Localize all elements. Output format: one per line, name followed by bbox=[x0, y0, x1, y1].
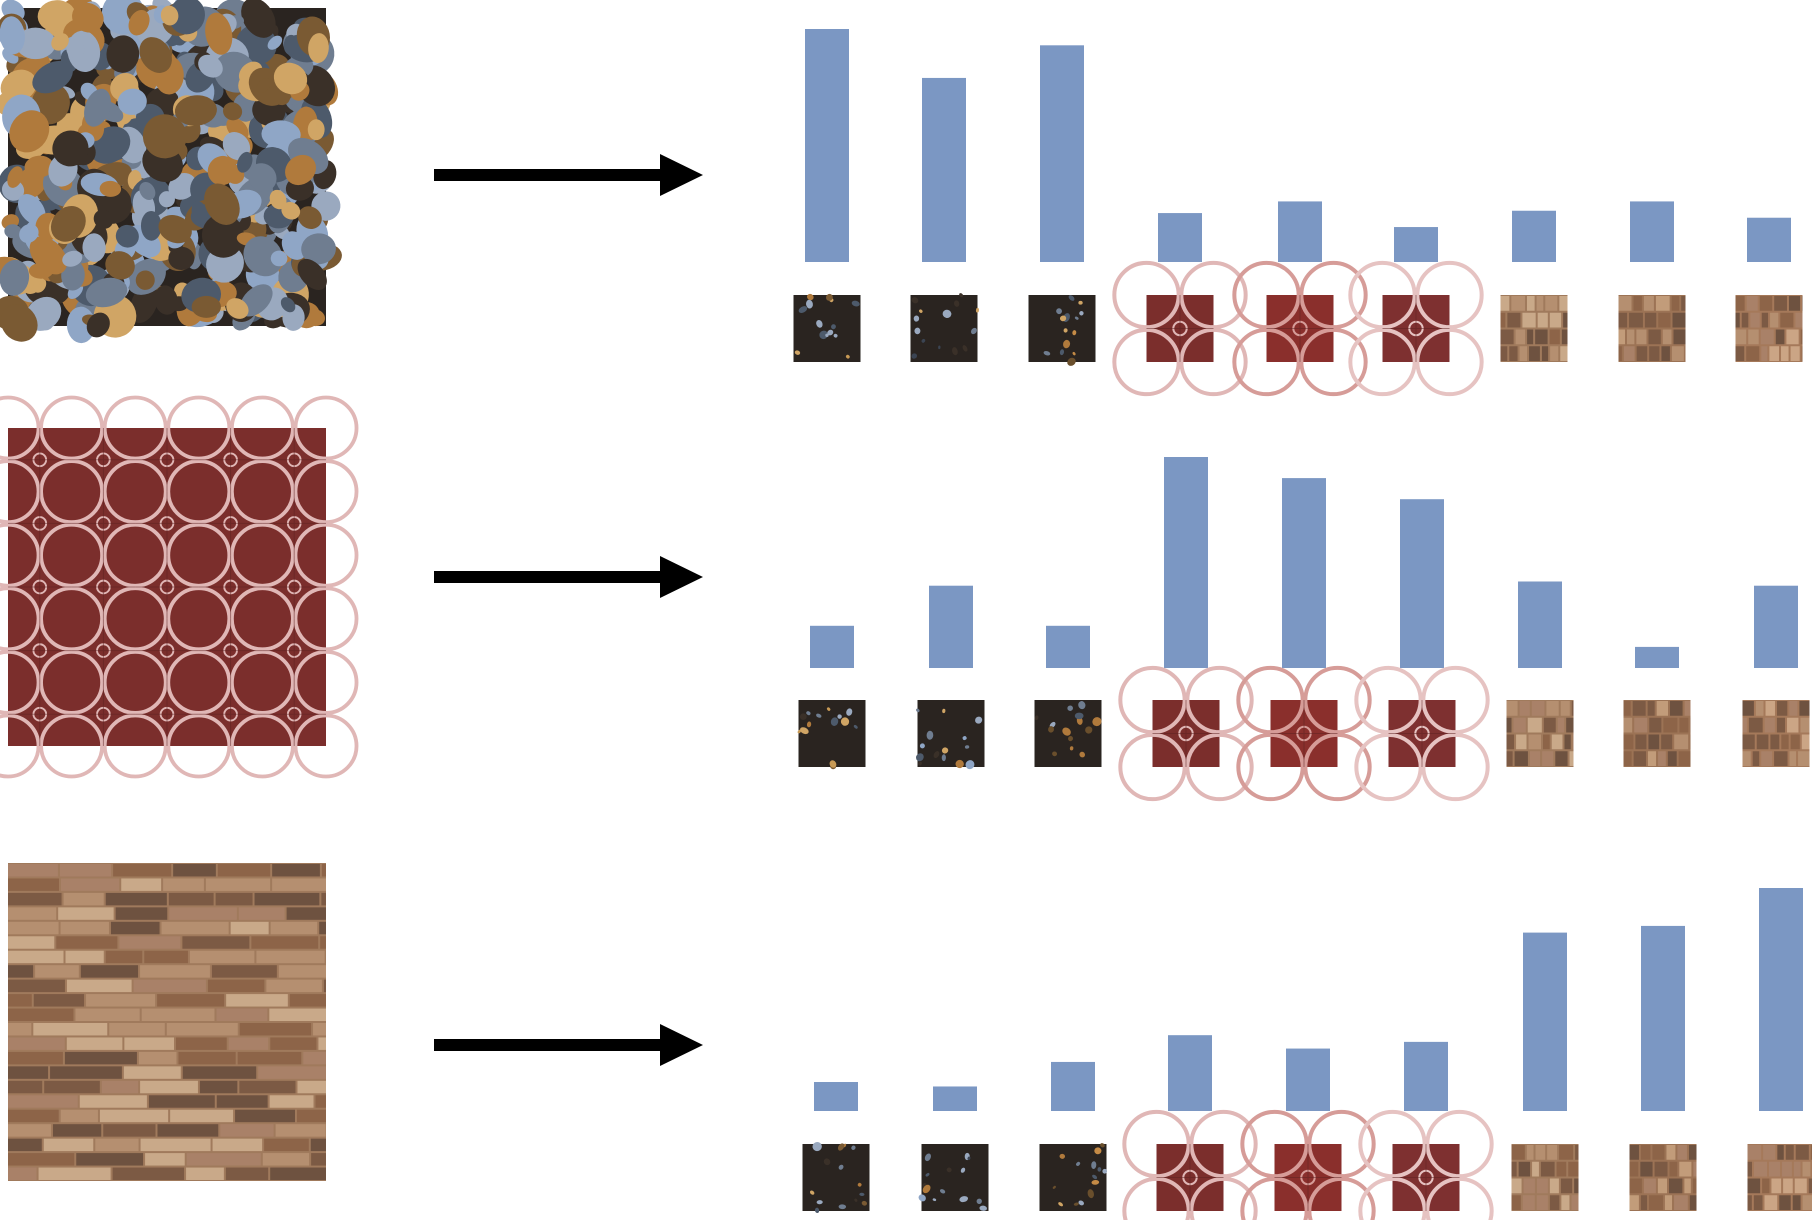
arrow-right-icon bbox=[434, 1024, 703, 1066]
bar-tile-b bbox=[1282, 478, 1326, 668]
bar-pebbles-b bbox=[933, 1086, 977, 1111]
bar-tile-a bbox=[1158, 213, 1202, 262]
category-thumbnail-brick-a bbox=[1500, 295, 1568, 362]
histogram-brick bbox=[802, 888, 1812, 1220]
histogram-pebbles bbox=[793, 29, 1803, 397]
category-thumbnail-pebbles-b bbox=[918, 1144, 989, 1211]
bar-brick-a bbox=[1512, 210, 1556, 262]
category-thumbnail-tile-a bbox=[1112, 260, 1248, 397]
category-thumbnail-brick-a bbox=[1506, 700, 1574, 767]
bar-pebbles-c bbox=[1051, 1061, 1095, 1111]
category-thumbnail-brick-b bbox=[1623, 700, 1691, 767]
category-thumbnail-brick-c bbox=[1747, 1144, 1812, 1211]
category-thumbnail-pebbles-b bbox=[916, 700, 985, 770]
bar-pebbles-a bbox=[805, 29, 849, 262]
category-thumbnail-tile-c bbox=[1354, 665, 1490, 802]
bar-brick-c bbox=[1759, 888, 1803, 1111]
source-texture-pebbles bbox=[0, 0, 342, 344]
category-thumbnail-pebbles-c bbox=[1039, 1143, 1108, 1211]
bar-tile-b bbox=[1278, 201, 1322, 262]
category-thumbnail-tile-c bbox=[1358, 1109, 1494, 1220]
arrow-right-icon bbox=[434, 556, 703, 598]
category-thumbnail-brick-b bbox=[1618, 295, 1686, 362]
source-texture-brick bbox=[8, 863, 326, 1181]
category-thumbnail-tile-a bbox=[1118, 665, 1254, 802]
bar-tile-c bbox=[1404, 1041, 1448, 1111]
category-thumbnail-brick-b bbox=[1629, 1144, 1697, 1211]
category-thumbnail-tile-b bbox=[1236, 665, 1372, 802]
bar-tile-c bbox=[1400, 499, 1444, 668]
bar-pebbles-b bbox=[922, 77, 966, 263]
category-thumbnail-brick-c bbox=[1742, 700, 1810, 767]
category-thumbnail-brick-a bbox=[1511, 1144, 1579, 1211]
category-thumbnail-pebbles-a bbox=[793, 293, 861, 362]
category-thumbnail-pebbles-c bbox=[1034, 700, 1102, 767]
bar-tile-c bbox=[1394, 227, 1438, 262]
category-thumbnail-pebbles-b bbox=[910, 293, 979, 362]
bar-brick-b bbox=[1630, 201, 1674, 262]
bar-pebbles-a bbox=[810, 625, 854, 668]
category-thumbnail-pebbles-c bbox=[1028, 295, 1096, 366]
bar-pebbles-b bbox=[929, 585, 973, 668]
category-thumbnail-brick-c bbox=[1735, 295, 1803, 362]
category-thumbnail-pebbles-a bbox=[802, 1141, 870, 1214]
bar-brick-b bbox=[1641, 925, 1685, 1111]
bar-brick-c bbox=[1747, 217, 1791, 262]
bar-brick-a bbox=[1523, 932, 1567, 1111]
bar-brick-a bbox=[1518, 581, 1562, 668]
bar-brick-b bbox=[1635, 646, 1679, 668]
source-texture-tile bbox=[0, 395, 359, 779]
bar-tile-a bbox=[1168, 1035, 1212, 1111]
bar-pebbles-a bbox=[814, 1082, 858, 1111]
bar-tile-a bbox=[1164, 457, 1208, 668]
bar-pebbles-c bbox=[1046, 625, 1090, 668]
category-thumbnail-tile-b bbox=[1240, 1109, 1376, 1220]
bar-tile-b bbox=[1286, 1048, 1330, 1111]
category-thumbnail-tile-c bbox=[1348, 260, 1484, 397]
histogram-tile bbox=[797, 457, 1810, 802]
bar-brick-c bbox=[1754, 585, 1798, 668]
category-thumbnail-tile-a bbox=[1122, 1109, 1258, 1220]
category-thumbnail-tile-b bbox=[1232, 260, 1368, 397]
arrow-right-icon bbox=[434, 154, 703, 196]
category-thumbnail-pebbles-a bbox=[797, 700, 866, 770]
bar-pebbles-c bbox=[1040, 45, 1084, 263]
